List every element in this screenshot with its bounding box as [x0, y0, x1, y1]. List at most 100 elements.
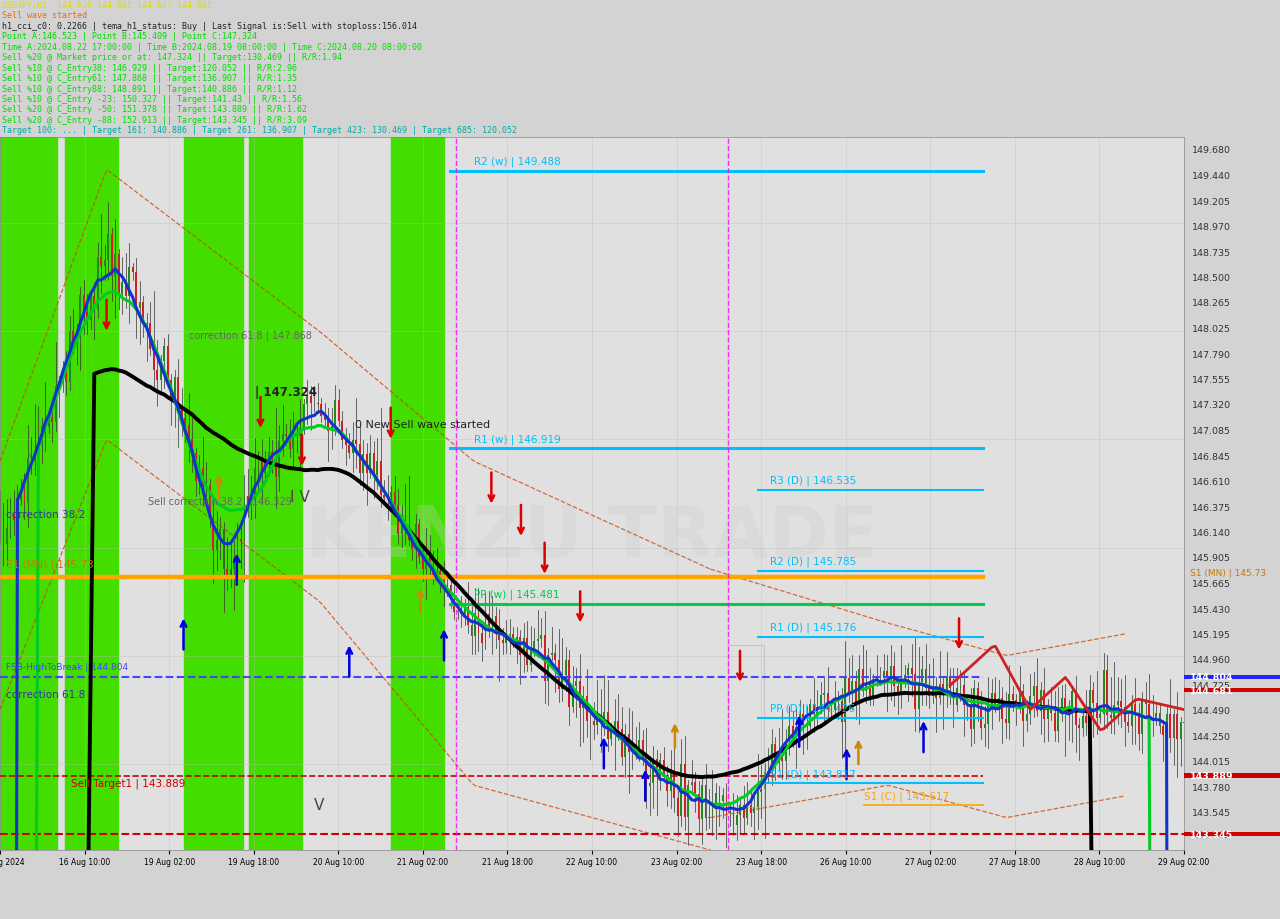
FancyBboxPatch shape: [328, 421, 329, 432]
FancyBboxPatch shape: [991, 693, 993, 705]
FancyBboxPatch shape: [229, 570, 232, 575]
FancyBboxPatch shape: [27, 459, 29, 504]
FancyBboxPatch shape: [788, 727, 790, 742]
Text: R2 (w) | 149.488: R2 (w) | 149.488: [474, 157, 561, 167]
FancyBboxPatch shape: [31, 454, 32, 459]
FancyBboxPatch shape: [694, 782, 696, 794]
Text: 144.681: 144.681: [1190, 686, 1234, 695]
FancyBboxPatch shape: [383, 495, 385, 499]
FancyBboxPatch shape: [247, 497, 248, 510]
FancyBboxPatch shape: [342, 421, 343, 440]
Text: Sell %10 @ C_Entry61: 147.868 || Target:136.907 || R/R:1.35: Sell %10 @ C_Entry61: 147.868 || Target:…: [3, 74, 297, 83]
FancyBboxPatch shape: [1148, 705, 1149, 719]
FancyBboxPatch shape: [1078, 725, 1080, 728]
Text: 144.804: 144.804: [1190, 673, 1233, 682]
Text: 145.665: 145.665: [1192, 580, 1230, 588]
FancyBboxPatch shape: [443, 581, 444, 588]
FancyBboxPatch shape: [716, 793, 717, 807]
Text: V: V: [314, 798, 324, 812]
FancyBboxPatch shape: [900, 682, 902, 694]
FancyBboxPatch shape: [122, 283, 123, 295]
FancyBboxPatch shape: [572, 686, 573, 708]
FancyBboxPatch shape: [1033, 686, 1034, 697]
Text: KENZU TRADE: KENZU TRADE: [306, 502, 878, 571]
FancyBboxPatch shape: [520, 637, 521, 655]
FancyBboxPatch shape: [1110, 716, 1111, 718]
Text: Sell Target1 | 143.889: Sell Target1 | 143.889: [70, 778, 186, 789]
Text: 143.889: 143.889: [1190, 771, 1234, 780]
FancyBboxPatch shape: [586, 696, 588, 721]
FancyBboxPatch shape: [897, 686, 899, 694]
Text: 149.680: 149.680: [1192, 146, 1230, 155]
FancyBboxPatch shape: [1169, 714, 1171, 738]
FancyBboxPatch shape: [1037, 686, 1038, 711]
Text: correction 61.8: correction 61.8: [6, 689, 86, 699]
FancyBboxPatch shape: [425, 556, 428, 569]
FancyBboxPatch shape: [625, 734, 626, 757]
FancyBboxPatch shape: [439, 571, 442, 581]
FancyBboxPatch shape: [639, 740, 640, 749]
FancyBboxPatch shape: [890, 666, 892, 677]
Text: 145.195: 145.195: [1192, 630, 1230, 640]
FancyBboxPatch shape: [257, 459, 260, 469]
FancyBboxPatch shape: [613, 721, 616, 732]
FancyBboxPatch shape: [86, 312, 88, 321]
FancyBboxPatch shape: [1025, 715, 1028, 720]
FancyBboxPatch shape: [93, 297, 95, 312]
FancyBboxPatch shape: [883, 672, 884, 679]
FancyBboxPatch shape: [429, 556, 430, 568]
FancyBboxPatch shape: [1120, 701, 1123, 708]
FancyBboxPatch shape: [1144, 698, 1147, 705]
FancyBboxPatch shape: [20, 491, 22, 500]
FancyBboxPatch shape: [6, 528, 8, 544]
FancyBboxPatch shape: [847, 678, 850, 693]
FancyBboxPatch shape: [582, 696, 584, 709]
FancyBboxPatch shape: [415, 524, 416, 550]
FancyBboxPatch shape: [390, 493, 392, 497]
FancyBboxPatch shape: [292, 436, 294, 449]
FancyBboxPatch shape: [136, 272, 137, 309]
Text: Point A:146.523 | Point B:145.409 | Point C:147.324: Point A:146.523 | Point B:145.409 | Poin…: [3, 32, 257, 41]
FancyBboxPatch shape: [17, 500, 18, 520]
FancyBboxPatch shape: [568, 660, 571, 708]
Text: 148.500: 148.500: [1192, 274, 1230, 283]
FancyBboxPatch shape: [111, 235, 113, 277]
FancyBboxPatch shape: [819, 696, 822, 708]
FancyBboxPatch shape: [845, 678, 846, 721]
FancyBboxPatch shape: [631, 744, 634, 753]
FancyBboxPatch shape: [579, 681, 581, 709]
Bar: [390, 138, 444, 850]
FancyBboxPatch shape: [435, 571, 438, 576]
FancyBboxPatch shape: [1184, 675, 1280, 679]
FancyBboxPatch shape: [23, 491, 26, 504]
FancyBboxPatch shape: [1134, 704, 1137, 713]
Text: 144.015: 144.015: [1192, 757, 1230, 766]
Text: Sell %10 @ C_Entry -23: 150.327 || Target:141.43 || R/R:1.56: Sell %10 @ C_Entry -23: 150.327 || Targe…: [3, 95, 302, 104]
FancyBboxPatch shape: [621, 730, 622, 757]
FancyBboxPatch shape: [1047, 707, 1048, 720]
FancyBboxPatch shape: [922, 669, 923, 682]
FancyBboxPatch shape: [1096, 703, 1098, 718]
FancyBboxPatch shape: [453, 599, 454, 613]
Text: 147.085: 147.085: [1192, 426, 1230, 436]
FancyBboxPatch shape: [760, 789, 763, 792]
FancyBboxPatch shape: [59, 381, 60, 386]
FancyBboxPatch shape: [785, 742, 787, 762]
Text: 147.790: 147.790: [1192, 350, 1230, 359]
Text: Sell %10 @ C_Entry88: 148.891 || Target:140.886 || R/R:1.12: Sell %10 @ C_Entry88: 148.891 || Target:…: [3, 85, 297, 94]
FancyBboxPatch shape: [813, 705, 815, 714]
FancyBboxPatch shape: [69, 332, 70, 383]
Text: 148.025: 148.025: [1192, 325, 1230, 334]
FancyBboxPatch shape: [740, 805, 741, 815]
FancyBboxPatch shape: [261, 459, 262, 473]
FancyBboxPatch shape: [358, 444, 361, 473]
FancyBboxPatch shape: [177, 378, 179, 408]
FancyBboxPatch shape: [1029, 697, 1032, 715]
FancyBboxPatch shape: [114, 255, 116, 277]
Text: Sell %10 @ C_Entry38: 146.929 || Target:120.052 || R/R:2.96: Sell %10 @ C_Entry38: 146.929 || Target:…: [3, 63, 297, 73]
FancyBboxPatch shape: [164, 346, 165, 361]
FancyBboxPatch shape: [963, 685, 965, 705]
Text: 144.250: 144.250: [1192, 732, 1230, 742]
FancyBboxPatch shape: [498, 630, 500, 640]
FancyBboxPatch shape: [460, 611, 462, 615]
